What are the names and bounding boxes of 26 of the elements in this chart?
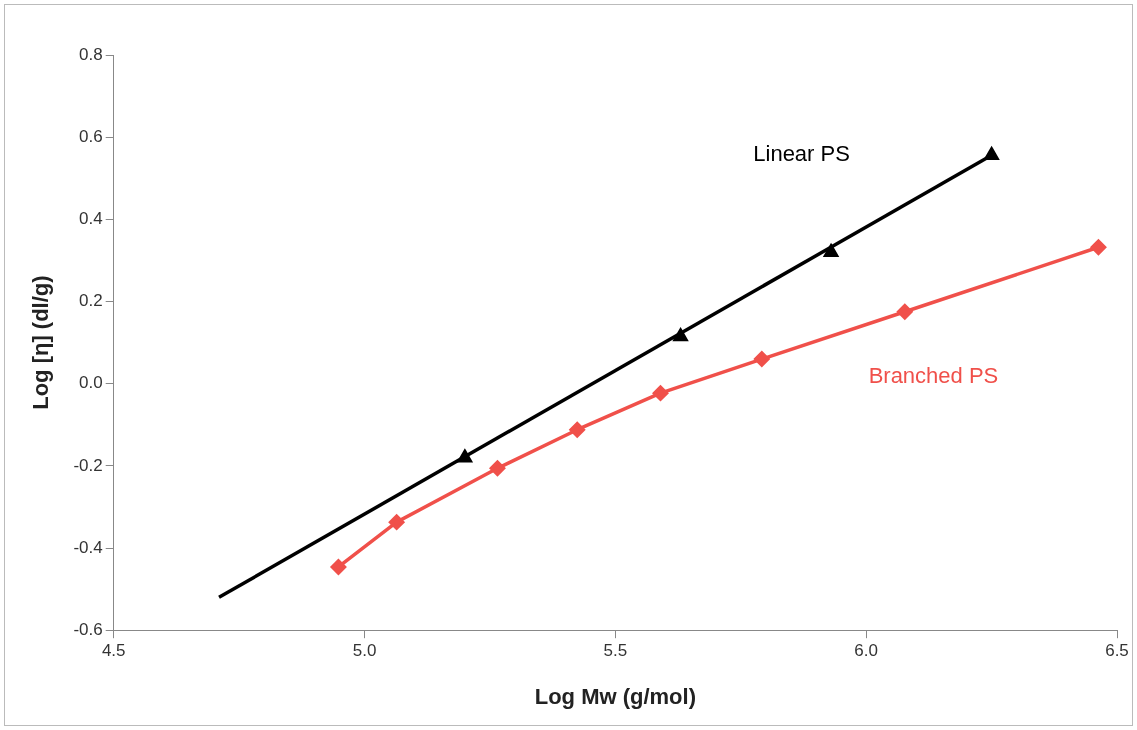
y-tick-label: -0.6 <box>73 619 103 639</box>
text: Linear PS <box>753 141 850 167</box>
x-axis-title: Log Mw (g/mol) <box>534 683 696 709</box>
y-tick-label: -0.4 <box>73 537 103 557</box>
x-tick-label: 5.5 <box>603 641 628 661</box>
y-axis-title: Log [η] (dl/g) <box>28 275 54 410</box>
y-tick-label: 0.0 <box>79 373 103 393</box>
point <box>754 351 770 367</box>
point <box>652 385 669 401</box>
y-tick-label: -0.2 <box>73 455 103 475</box>
y-tick-label: 0.2 <box>79 291 103 311</box>
y-tick-label: 0.4 <box>79 209 103 229</box>
point <box>569 421 585 438</box>
point <box>1090 239 1107 256</box>
point <box>330 559 347 575</box>
point <box>897 304 913 320</box>
x-tick-label: 4.5 <box>101 641 126 661</box>
y-tick-label: 0.8 <box>79 44 103 64</box>
point <box>489 460 506 477</box>
x-tick-label: 6.5 <box>1105 641 1129 661</box>
point <box>388 514 405 530</box>
y-tick-label: 0.6 <box>79 126 103 146</box>
point <box>824 244 838 257</box>
x-tick-label: 6.0 <box>854 641 878 661</box>
x-tick-label: 5.0 <box>352 641 377 661</box>
series-label: Branched PS <box>868 363 999 389</box>
